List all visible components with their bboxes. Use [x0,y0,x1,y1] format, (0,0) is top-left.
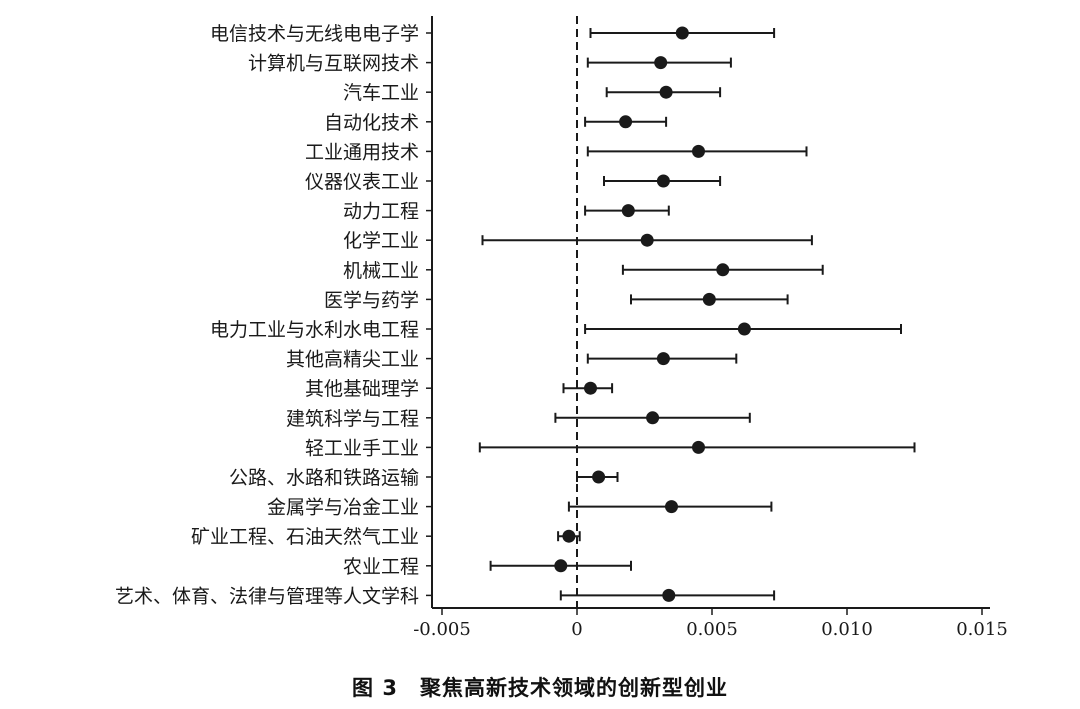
category-label: 计算机与互联网技术 [248,53,419,75]
category-label: 其他基础理学 [305,378,419,400]
point-estimate-marker [665,500,678,514]
point-estimate-marker [584,381,597,395]
x-tick-label: -0.005 [413,619,471,640]
category-label: 工业通用技术 [305,141,419,163]
category-label: 动力工程 [343,201,419,223]
point-estimate-marker [656,352,670,366]
category-label: 农业工程 [343,556,419,578]
category-label: 电力工业与水利水电工程 [210,319,419,341]
category-label: 其他高精尖工业 [286,349,419,371]
point-estimate-marker [716,263,730,277]
x-tick-label: 0 [571,619,582,640]
category-label: 建筑科学与工程 [286,408,419,430]
point-estimate-marker [562,529,576,543]
category-label: 汽车工业 [343,82,419,104]
category-label: 矿业工程、石油天然气工业 [191,526,419,548]
category-label: 轻工业手工业 [305,437,419,459]
point-estimate-marker [702,292,716,306]
point-estimate-marker [737,322,751,336]
category-label: 艺术、体育、法律与管理等人文学科 [115,585,419,607]
category-label: 化学工业 [343,230,419,252]
point-estimate-marker [662,588,676,602]
point-estimate-marker [640,233,654,247]
point-estimate-marker [656,174,670,188]
point-estimate-marker [621,204,635,218]
x-tick-label: 0.010 [821,619,873,640]
point-estimate-marker [646,411,660,425]
category-label: 机械工业 [343,260,419,282]
x-tick-label: 0.015 [956,619,1008,640]
category-label: 自动化技术 [324,112,419,134]
category-label: 医学与药学 [324,289,419,311]
point-estimate-marker [654,56,668,70]
point-estimate-marker [659,85,673,99]
x-tick-label: 0.005 [686,619,738,640]
figure-caption: 图 3 聚焦高新技术领域的创新型创业 [352,676,728,700]
point-estimate-marker [692,144,705,158]
point-estimate-marker [619,115,633,129]
point-estimate-marker [692,440,705,454]
category-label: 公路、水路和铁路运输 [229,467,419,489]
category-label: 金属学与冶金工业 [267,497,419,519]
category-label: 仪器仪表工业 [305,171,419,193]
point-estimate-marker [554,559,568,573]
point-estimate-marker [675,26,689,40]
point-estimate-marker [592,470,606,484]
category-label: 电信技术与无线电电子学 [210,23,419,45]
